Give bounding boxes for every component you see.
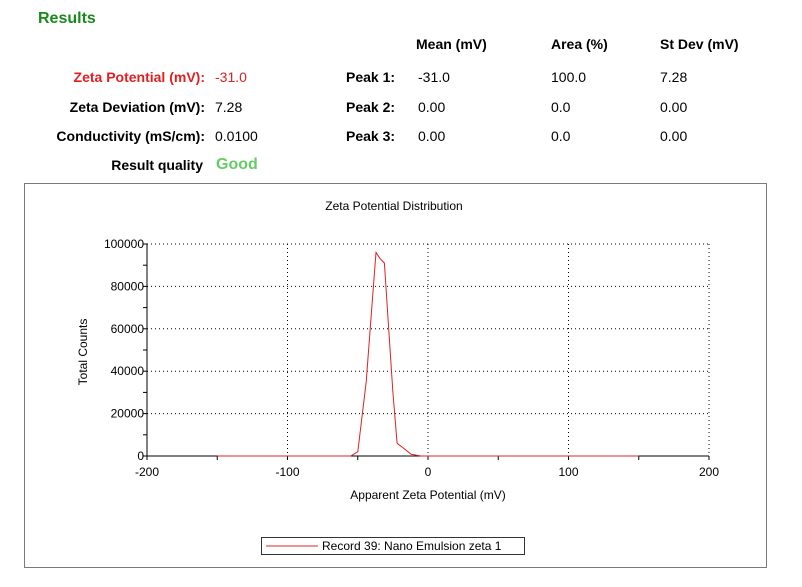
stdev-header: St Dev (mV) — [660, 36, 739, 52]
y-tick-label: 20000 — [111, 407, 145, 421]
peak-2-stdev: 0.00 — [660, 99, 688, 115]
peak-2-mean: 0.00 — [418, 99, 446, 115]
zeta-deviation-label: Zeta Deviation (mV): — [69, 99, 205, 115]
x-tick-label: 0 — [425, 465, 432, 479]
chart-title: Zeta Potential Distribution — [325, 199, 462, 213]
peak-1-label: Peak 1: — [346, 69, 396, 85]
y-tick-label: 40000 — [111, 364, 145, 378]
x-tick-label: 100 — [558, 465, 578, 479]
peak-1-stdev: 7.28 — [660, 69, 688, 85]
mean-header: Mean (mV) — [416, 36, 487, 52]
peak-3-stdev: 0.00 — [660, 128, 688, 144]
legend-series-label: Record 39: Nano Emulsion zeta 1 — [322, 539, 502, 553]
y-tick-label: 100000 — [104, 237, 144, 251]
legend-swatch — [266, 545, 318, 547]
result-quality-value: Good — [216, 156, 258, 173]
peak-1-area: 100.0 — [551, 69, 587, 85]
x-tick-label: 200 — [699, 465, 719, 479]
area-header: Area (%) — [551, 36, 608, 52]
chart-legend: Record 39: Nano Emulsion zeta 1 — [261, 537, 525, 555]
conductivity-value: 0.0100 — [215, 128, 258, 144]
y-tick-label: 60000 — [111, 322, 145, 336]
zeta-deviation-value: 7.28 — [215, 99, 243, 115]
peak-2-area: 0.0 — [551, 99, 571, 115]
chart-panel — [24, 183, 767, 568]
peak-3-mean: 0.00 — [418, 128, 446, 144]
peak-1-mean: -31.0 — [418, 69, 450, 85]
conductivity-label: Conductivity (mS/cm): — [56, 128, 205, 144]
y-axis-label: Total Counts — [76, 319, 90, 386]
results-title: Results — [38, 10, 96, 27]
peak-3-label: Peak 3: — [346, 128, 396, 144]
peak-2-label: Peak 2: — [346, 99, 396, 115]
x-tick-label: -100 — [275, 465, 299, 479]
zeta-potential-value: -31.0 — [215, 69, 247, 85]
y-tick-label: 0 — [137, 449, 144, 463]
x-axis-label: Apparent Zeta Potential (mV) — [350, 488, 505, 502]
result-quality-label: Result quality — [111, 157, 203, 173]
x-tick-label: -200 — [135, 465, 159, 479]
series-line-1 — [217, 251, 639, 457]
zeta-potential-label: Zeta Potential (mV): — [73, 69, 205, 85]
peak-3-area: 0.0 — [551, 128, 571, 144]
y-tick-label: 80000 — [111, 279, 145, 293]
